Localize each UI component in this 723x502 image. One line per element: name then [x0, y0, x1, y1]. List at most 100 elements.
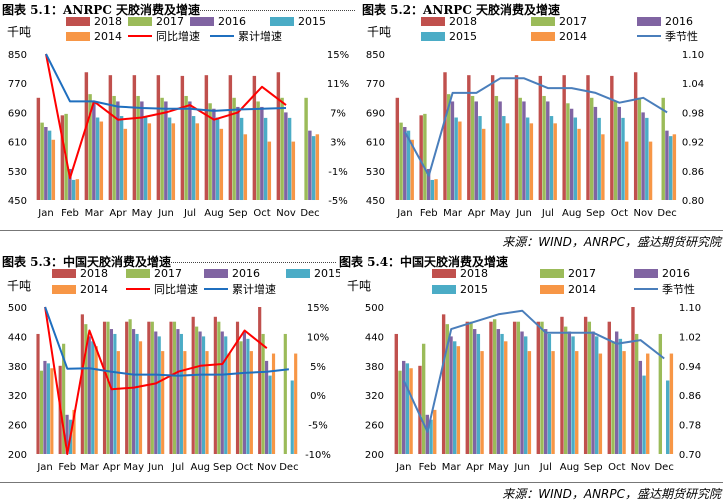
- bar-2017-Jul: [184, 95, 188, 200]
- bar-2014-Feb: [75, 179, 80, 200]
- legend-label-2018: 2018: [449, 15, 477, 28]
- bar-2014-Jun: [529, 123, 534, 200]
- bar-2017-Aug: [195, 326, 199, 454]
- bar-2016-Aug: [212, 108, 216, 200]
- bar-2016-Oct: [614, 331, 619, 454]
- bar-2016-Dec: [665, 130, 669, 200]
- y2-tick-label: 0.70: [679, 450, 701, 461]
- y2-tick-label: 0.86: [679, 391, 701, 402]
- bar-2017-Sep: [587, 321, 592, 454]
- y-tick-label: 690: [8, 108, 27, 119]
- legend-label-2014: 2014: [94, 30, 122, 43]
- bar-2018-Oct: [607, 321, 611, 454]
- bar-2014-Aug: [575, 351, 579, 454]
- legend-label-line: 累计增速: [232, 282, 276, 296]
- chart-5-3: 千吨 200 260 320 380 440 500 -10% -5% 0% 5% 10% 15% Jan…: [7, 267, 340, 473]
- bar-2014-Jul: [553, 123, 557, 200]
- bar-2014-Nov: [291, 141, 296, 200]
- y-tick-label: 770: [366, 79, 385, 90]
- bar-2015-Jan: [406, 130, 411, 200]
- x-tick-label: Mar: [443, 208, 463, 219]
- bar-2015-Oct: [263, 117, 268, 201]
- y2-tick-label: 3%: [330, 138, 346, 149]
- bar-2016-Jul: [543, 329, 548, 454]
- bar-2015-Jun: [524, 336, 528, 454]
- bar-2014-Sep: [601, 134, 605, 200]
- bar-2018-Oct: [610, 75, 614, 200]
- bar-2014-Feb: [72, 409, 76, 454]
- x-tick-label: Dec: [279, 462, 298, 473]
- bar-2018-Apr: [467, 75, 471, 200]
- bar-2016-Apr: [472, 329, 477, 454]
- bar-2015-Jan: [46, 363, 50, 454]
- bar-2018-Jul: [169, 321, 173, 454]
- y2-tick-label: -5%: [308, 421, 327, 432]
- bar-2017-Apr: [470, 95, 475, 200]
- bar-2017-Jun: [160, 97, 164, 200]
- y-tick-label: 500: [8, 303, 27, 314]
- bar-2017-Nov: [280, 97, 284, 200]
- bar-2018-Apr: [465, 321, 469, 454]
- bar-2017-Jul: [172, 321, 177, 454]
- bar-2014-Sep: [243, 134, 248, 200]
- legend-swatch-2014: [540, 285, 564, 294]
- bar-2014-Aug: [219, 128, 224, 200]
- y2-tick-label: 1.04: [682, 79, 704, 90]
- bar-2015-Jan: [47, 130, 52, 200]
- bar-2014-Aug: [577, 128, 581, 200]
- bar-2015-Nov: [642, 375, 646, 454]
- y2-tick-label: 10%: [307, 332, 329, 343]
- y-tick-label: 530: [8, 167, 27, 178]
- bar-2015-Nov: [268, 375, 272, 454]
- bar-2016-Jun: [154, 331, 158, 454]
- bar-2014-Jan: [409, 368, 413, 454]
- bar-2018-Jan: [394, 333, 398, 454]
- bar-2016-Jan: [401, 360, 406, 454]
- x-tick-label: Jun: [157, 208, 174, 219]
- bar-2018-Nov: [631, 307, 635, 454]
- x-tick-label: Oct: [611, 208, 628, 219]
- legend-label-line: 同比增速: [156, 29, 200, 43]
- y-axis-unit-label: 千吨: [347, 279, 371, 293]
- bar-2016-Oct: [242, 331, 247, 454]
- bar-2017-Feb: [421, 343, 426, 454]
- bar-2016-Sep: [236, 106, 240, 200]
- x-tick-label: Aug: [190, 462, 210, 473]
- y2-tick-label: 0.78: [679, 421, 701, 432]
- x-tick-label: Apr: [468, 208, 486, 219]
- bar-2016-May: [132, 329, 136, 454]
- bar-2014-Jun: [171, 123, 176, 200]
- bar-2016-Mar: [87, 336, 91, 454]
- bar-2017-May: [494, 95, 499, 200]
- bar-2018-Nov: [633, 72, 638, 200]
- bar-2018-Jun: [514, 75, 519, 200]
- legend-swatch-2016: [190, 17, 214, 26]
- bar-2015-Jun: [167, 117, 172, 200]
- x-tick-label: Nov: [631, 462, 651, 473]
- bar-2015-Sep: [224, 336, 228, 454]
- bar-2018-Oct: [235, 321, 240, 454]
- x-tick-label: Feb: [58, 462, 76, 473]
- line-同比增速: [44, 306, 268, 455]
- bar-2015-Apr: [113, 333, 117, 454]
- bar-2014-Dec: [672, 134, 677, 200]
- bar-2016-May: [140, 101, 144, 200]
- bar-2015-Oct: [621, 117, 625, 201]
- bar-2016-Mar: [92, 101, 96, 200]
- bar-2015-Sep: [597, 117, 601, 201]
- bar-2014-Mar: [94, 346, 98, 454]
- bar-2018-Sep: [213, 316, 217, 454]
- y2-tick-label: -10%: [305, 450, 331, 461]
- bar-2018-Jul: [180, 75, 185, 200]
- x-tick-label: Mar: [442, 462, 462, 473]
- x-tick-label: Nov: [276, 208, 296, 219]
- bar-2016-Mar: [450, 101, 455, 200]
- bar-2014-Jul: [551, 351, 555, 454]
- bar-2017-Apr: [112, 95, 116, 200]
- bar-2018-Sep: [586, 75, 590, 200]
- bar-2014-May: [138, 341, 143, 454]
- bar-2018-Apr: [102, 321, 107, 454]
- bar-2017-Oct: [256, 101, 260, 200]
- legend-label-line: 季节性: [662, 282, 695, 296]
- y-axis-unit-label: 千吨: [367, 25, 391, 39]
